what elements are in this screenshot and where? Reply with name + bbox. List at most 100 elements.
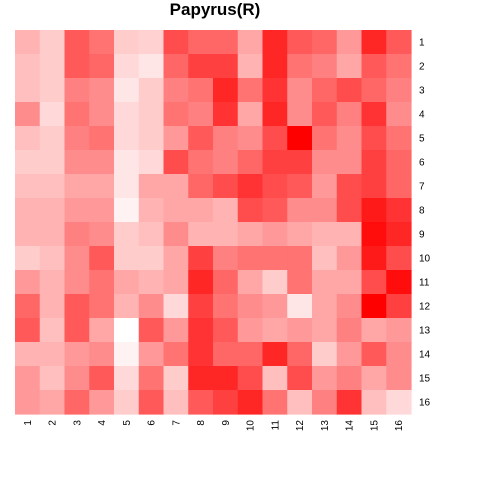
heatmap-cell xyxy=(114,318,140,343)
heatmap-cell xyxy=(312,174,338,199)
y-tick-label: 10 xyxy=(419,254,431,265)
heatmap-cell xyxy=(336,222,363,247)
y-tick-label: 7 xyxy=(419,182,425,193)
x-tick-label: 6 xyxy=(147,420,158,426)
heatmap-cell xyxy=(213,54,239,79)
x-tick-label: 10 xyxy=(246,420,257,432)
heatmap-cell xyxy=(262,246,288,271)
heatmap-cell xyxy=(39,174,66,199)
heatmap-cell xyxy=(361,222,387,247)
heatmap-cell xyxy=(386,246,412,271)
heatmap-cell xyxy=(163,174,189,199)
heatmap-cell xyxy=(15,294,41,319)
heatmap-cell xyxy=(114,294,140,319)
heatmap-cell xyxy=(89,270,115,295)
heatmap-cell xyxy=(15,318,41,343)
heatmap-cell xyxy=(336,126,363,151)
heatmap-cell xyxy=(386,150,412,175)
heatmap-cell xyxy=(386,318,412,343)
heatmap-cell xyxy=(386,198,412,223)
heatmap-cell xyxy=(386,102,412,127)
heatmap-cell xyxy=(163,126,189,151)
heatmap-cell xyxy=(15,126,41,151)
heatmap-cell xyxy=(138,102,165,127)
heatmap-cell xyxy=(15,198,41,223)
heatmap-cell xyxy=(237,222,264,247)
heatmap-cell xyxy=(188,318,214,343)
heatmap-cell xyxy=(188,222,214,247)
heatmap-cell xyxy=(287,54,313,79)
heatmap-cell xyxy=(312,150,338,175)
heatmap-cell xyxy=(237,270,264,295)
heatmap-cell xyxy=(386,390,412,415)
heatmap-cell xyxy=(361,30,387,55)
x-tick-label: 15 xyxy=(369,420,380,432)
x-tick-label: 14 xyxy=(345,420,356,432)
heatmap-cell xyxy=(237,294,264,319)
heatmap-cell xyxy=(163,294,189,319)
heatmap-cell xyxy=(89,246,115,271)
heatmap-cell xyxy=(15,246,41,271)
x-tick-label: 11 xyxy=(270,420,281,431)
heatmap-cell xyxy=(213,246,239,271)
heatmap-cell xyxy=(15,366,41,391)
heatmap-cell xyxy=(287,174,313,199)
heatmap-cell xyxy=(114,222,140,247)
heatmap-cell xyxy=(89,390,115,415)
heatmap-cell xyxy=(262,198,288,223)
heatmap-cell xyxy=(64,150,90,175)
heatmap-cell xyxy=(188,30,214,55)
heatmap-cell xyxy=(262,270,288,295)
heatmap-cell xyxy=(386,294,412,319)
heatmap-cell xyxy=(114,342,140,367)
y-tick-label: 2 xyxy=(419,62,425,73)
heatmap-cell xyxy=(287,318,313,343)
heatmap-cell xyxy=(114,30,140,55)
heatmap-cell xyxy=(163,318,189,343)
heatmap-cell xyxy=(386,366,412,391)
heatmap-cell xyxy=(262,78,288,103)
heatmap-cell xyxy=(213,342,239,367)
heatmap-cell xyxy=(213,270,239,295)
heatmap-cell xyxy=(361,126,387,151)
heatmap-cell xyxy=(114,390,140,415)
heatmap-cell xyxy=(39,102,66,127)
heatmap-cell xyxy=(213,222,239,247)
heatmap-cell xyxy=(287,102,313,127)
x-tick-label: 3 xyxy=(72,420,83,426)
x-tick-label: 8 xyxy=(196,420,207,426)
heatmap-cell xyxy=(138,222,165,247)
heatmap-cell xyxy=(39,198,66,223)
x-tick-label: 12 xyxy=(295,420,306,432)
y-tick-label: 14 xyxy=(419,350,431,361)
heatmap-cell xyxy=(64,222,90,247)
heatmap-cell xyxy=(287,78,313,103)
heatmap-cell xyxy=(262,222,288,247)
heatmap-cell xyxy=(15,102,41,127)
heatmap-cell xyxy=(39,366,66,391)
heatmap-cell xyxy=(138,390,165,415)
heatmap-cell xyxy=(114,126,140,151)
heatmap-cell xyxy=(163,78,189,103)
heatmap-cell xyxy=(163,150,189,175)
heatmap-cell xyxy=(89,294,115,319)
heatmap-cell xyxy=(188,198,214,223)
heatmap-cell xyxy=(386,222,412,247)
y-tick-label: 9 xyxy=(419,230,425,241)
heatmap-cell xyxy=(188,342,214,367)
heatmap-cell xyxy=(312,318,338,343)
heatmap-cell xyxy=(361,174,387,199)
heatmap-cell xyxy=(262,126,288,151)
heatmap-cell xyxy=(213,150,239,175)
heatmap-cell xyxy=(237,174,264,199)
heatmap-cell xyxy=(138,30,165,55)
heatmap-cell xyxy=(114,102,140,127)
heatmap-cell xyxy=(262,102,288,127)
heatmap-cell xyxy=(39,150,66,175)
heatmap-cell xyxy=(89,318,115,343)
y-tick-label: 13 xyxy=(419,326,431,337)
heatmap-cell xyxy=(262,366,288,391)
heatmap-cell xyxy=(386,270,412,295)
heatmap-cell xyxy=(287,222,313,247)
heatmap-cell xyxy=(262,318,288,343)
